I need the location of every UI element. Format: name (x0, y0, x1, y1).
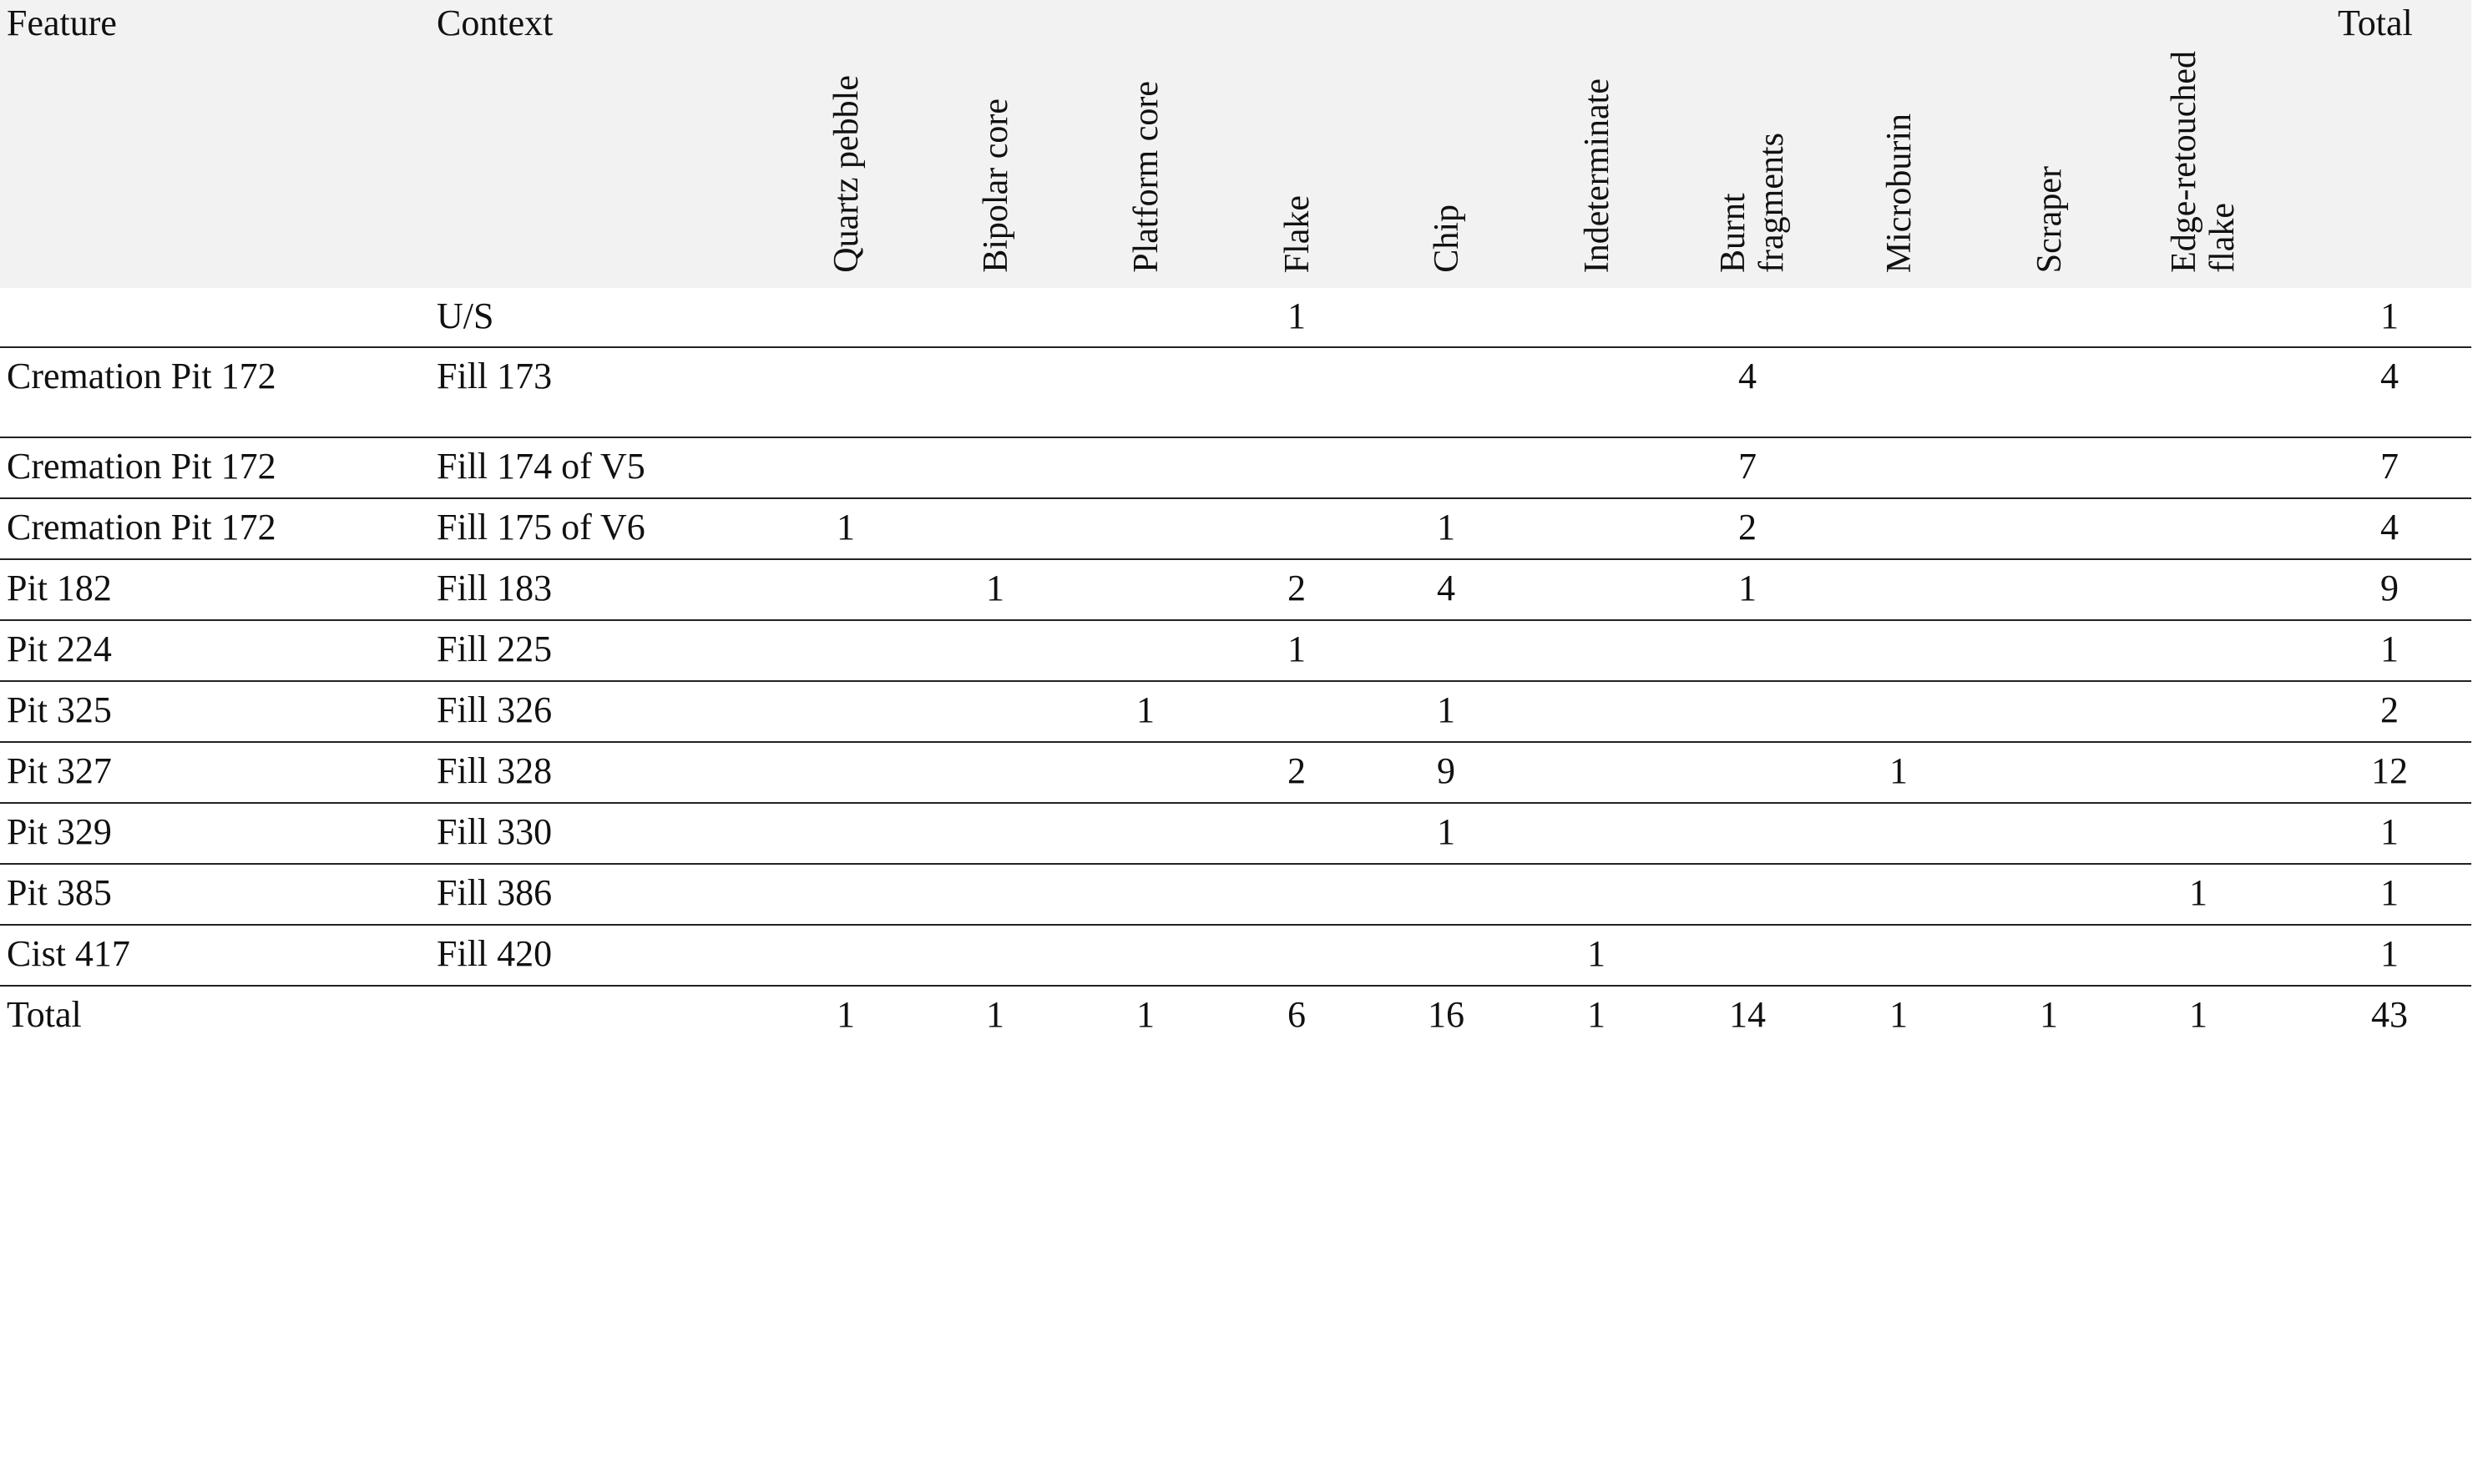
total-row: Total 1 1 1 6 16 1 14 1 1 1 43 (0, 987, 2471, 1048)
count-cell: 2 (1738, 507, 1757, 548)
total-cell: 12 (2371, 750, 2408, 791)
header-column: Scraper (2030, 165, 2069, 273)
count-cell: 1 (2040, 994, 2058, 1035)
count-cell: 1 (1287, 295, 1306, 336)
count-cell: 9 (1437, 750, 1455, 791)
count-cell: 1 (1437, 811, 1455, 852)
count-cell: 1 (2189, 994, 2207, 1035)
context-cell: U/S (437, 295, 494, 336)
table-row: Cremation Pit 172 Fill 173 4 4 (0, 348, 2471, 438)
feature-cell: Pit 385 (7, 872, 112, 913)
count-cell: 1 (1587, 994, 1606, 1035)
total-cell: 4 (2380, 356, 2399, 396)
feature-cell: Pit 327 (7, 750, 112, 791)
count-cell: 1 (1437, 689, 1455, 730)
header-feature: Feature (7, 3, 117, 43)
table-row: Pit 182 Fill 183 1 2 4 1 9 (0, 560, 2471, 621)
table-row: U/S 1 1 (0, 288, 2471, 348)
header-column: Flake (1278, 194, 1317, 273)
total-cell: 2 (2380, 689, 2399, 730)
count-cell: 4 (1437, 568, 1455, 608)
table-row: Cremation Pit 172 Fill 174 of V5 7 7 (0, 438, 2471, 499)
total-cell: 1 (2380, 933, 2399, 974)
count-cell: 2 (1287, 568, 1306, 608)
count-cell: 1 (1738, 568, 1757, 608)
table-row: Cremation Pit 172 Fill 175 of V6 1 1 2 4 (0, 499, 2471, 560)
total-cell: 1 (2380, 872, 2399, 913)
count-cell: 1 (2189, 872, 2207, 913)
count-cell: 14 (1729, 994, 1766, 1035)
total-cell: 9 (2380, 568, 2399, 608)
feature-cell: Cremation Pit 172 (7, 356, 276, 396)
count-cell: 1 (1587, 933, 1606, 974)
count-cell: 1 (1136, 689, 1155, 730)
context-cell: Fill 386 (437, 872, 553, 913)
count-cell: 1 (1287, 628, 1306, 669)
header-column: Indeterminate (1578, 78, 1616, 273)
feature-cell: Cist 417 (7, 933, 130, 974)
count-cell: 1 (1889, 750, 1908, 791)
count-cell: 1 (837, 507, 855, 548)
count-cell: 1 (1437, 507, 1455, 548)
count-cell: 2 (1287, 750, 1306, 791)
count-cell: 1 (986, 568, 1004, 608)
feature-cell: Pit 329 (7, 811, 112, 852)
context-cell: Fill 330 (437, 811, 553, 852)
feature-cell: Pit 182 (7, 568, 112, 608)
count-cell: 6 (1287, 994, 1306, 1035)
header-column: Bipolar core (977, 98, 1015, 273)
context-cell: Fill 183 (437, 568, 553, 608)
count-cell: 7 (1738, 446, 1757, 487)
feature-cell: Pit 325 (7, 689, 112, 730)
feature-cell: Cremation Pit 172 (7, 507, 276, 548)
table-row: Pit 385 Fill 386 1 1 (0, 865, 2471, 926)
count-cell: 4 (1738, 356, 1757, 396)
count-cell: 1 (837, 994, 855, 1035)
total-cell: 1 (2380, 628, 2399, 669)
header-column: Burnt fragments (1714, 133, 1791, 273)
header-context: Context (437, 3, 554, 43)
total-cell: 1 (2380, 811, 2399, 852)
header-column: Chip (1428, 204, 1466, 273)
count-cell: 1 (1889, 994, 1908, 1035)
total-cell: 43 (2371, 994, 2408, 1035)
count-cell: 1 (1136, 994, 1155, 1035)
header-column: Quartz pebble (827, 75, 866, 273)
context-cell: Fill 328 (437, 750, 553, 791)
context-cell: Fill 174 of V5 (437, 446, 645, 487)
context-cell: Fill 175 of V6 (437, 507, 645, 548)
table-row: Pit 329 Fill 330 1 1 (0, 804, 2471, 865)
total-cell: 7 (2380, 446, 2399, 487)
context-cell: Fill 225 (437, 628, 553, 669)
feature-cell: Cremation Pit 172 (7, 446, 276, 487)
header-column: Microburin (1880, 113, 1919, 273)
table-header: Feature Context Total Quartz pebble Bipol… (0, 0, 2471, 288)
header-total: Total (2338, 3, 2413, 43)
context-cell: Fill 173 (437, 356, 553, 396)
count-cell: 1 (986, 994, 1004, 1035)
table-row: Pit 224 Fill 225 1 1 (0, 621, 2471, 682)
table-row: Pit 325 Fill 326 1 1 2 (0, 682, 2471, 743)
header-column: Edge-retouched flake (2165, 51, 2242, 273)
context-cell: Fill 326 (437, 689, 553, 730)
total-cell: 4 (2380, 507, 2399, 548)
count-cell: 16 (1428, 994, 1464, 1035)
total-cell: 1 (2380, 295, 2399, 336)
table-row: Pit 327 Fill 328 2 9 1 12 (0, 743, 2471, 804)
context-cell: Fill 420 (437, 933, 553, 974)
header-column: Platform core (1127, 81, 1166, 273)
feature-cell: Pit 224 (7, 628, 112, 669)
table-row: Cist 417 Fill 420 1 1 (0, 926, 2471, 987)
feature-cell: Total (7, 994, 82, 1035)
